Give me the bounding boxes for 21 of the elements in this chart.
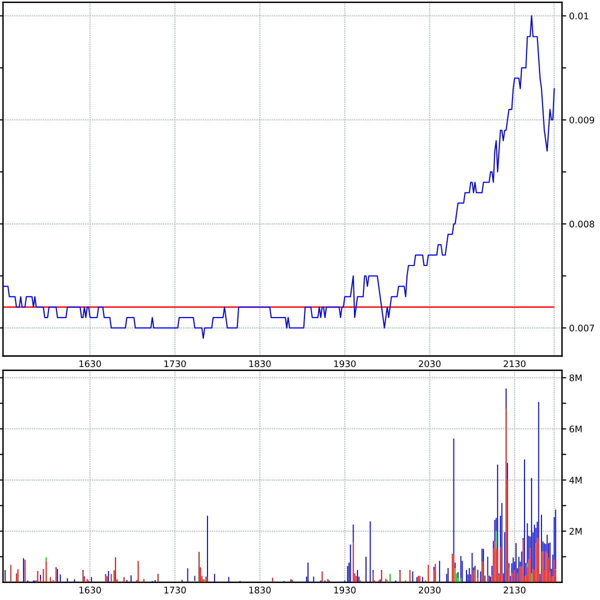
x-tick-label: 2130 <box>504 360 526 368</box>
y-tick-label: 0.007 <box>570 324 594 332</box>
x-tick-label: 1930 <box>334 360 356 368</box>
y-tick-label: 4M <box>569 476 582 484</box>
y-tick-label: 8M <box>570 374 582 382</box>
x-tick-label: 2030 <box>418 586 441 594</box>
x-tick-label: 1930 <box>334 586 356 594</box>
x-tick-label: 1830 <box>249 586 271 594</box>
x-tick-label: 1630 <box>80 360 101 368</box>
x-tick-label: 1730 <box>164 360 186 368</box>
line-series <box>3 15 555 339</box>
y-tick-label: 2M <box>570 528 582 535</box>
y-tick-label: 0.01 <box>570 12 588 20</box>
x-tick-label: 1830 <box>249 360 271 368</box>
y-tick-label: 0.009 <box>570 116 594 124</box>
y-tick-label: 6M <box>570 426 582 432</box>
y-tick-label: 0.008 <box>570 220 594 228</box>
x-tick-label: 1730 <box>164 586 186 594</box>
x-tick-label: 1630 <box>80 586 101 594</box>
x-tick-label: 2030 <box>418 360 441 368</box>
x-tick-label: 2130 <box>504 586 526 594</box>
